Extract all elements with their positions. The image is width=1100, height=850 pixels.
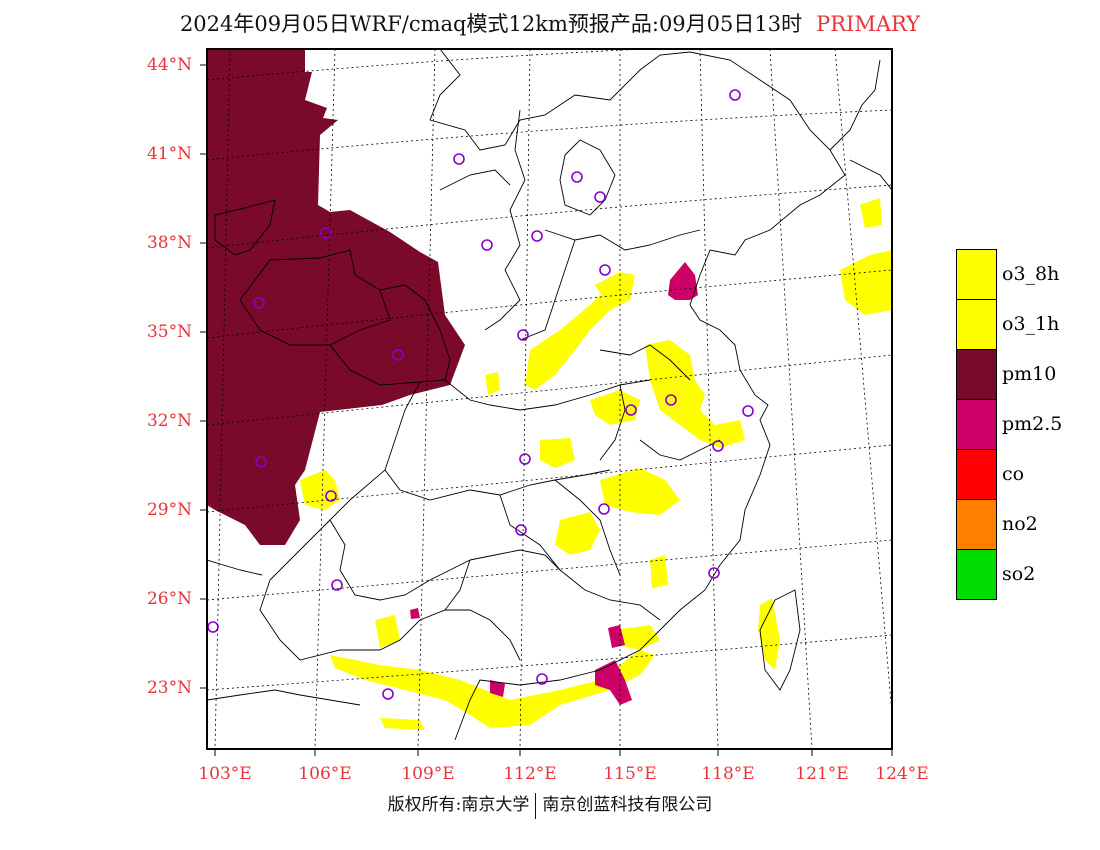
lat-label: 35°N bbox=[146, 322, 192, 342]
pm10-region bbox=[207, 49, 465, 545]
lat-label: 41°N bbox=[146, 144, 192, 164]
legend-swatch bbox=[956, 399, 997, 450]
title-tag: PRIMARY bbox=[816, 12, 921, 36]
lat-label: 26°N bbox=[146, 589, 192, 609]
legend-item: so2 bbox=[956, 549, 1096, 600]
legend-swatch bbox=[956, 549, 997, 600]
lon-label: 118°E bbox=[701, 764, 755, 784]
lat-label: 44°N bbox=[146, 55, 192, 75]
graticule bbox=[207, 49, 892, 749]
pm25-regions bbox=[410, 262, 698, 705]
legend-item: o3_1h bbox=[956, 299, 1096, 350]
lon-label: 106°E bbox=[298, 764, 352, 784]
credit-separator bbox=[535, 792, 537, 819]
legend-label: no2 bbox=[1002, 513, 1038, 535]
lon-label: 121°E bbox=[795, 764, 849, 784]
lat-label: 23°N bbox=[146, 678, 192, 698]
lon-label: 115°E bbox=[603, 764, 657, 784]
legend-swatch bbox=[956, 249, 997, 300]
title-main: 2024年09月05日WRF/cmaq模式12km预报产品:09月05日13时 bbox=[179, 12, 803, 36]
legend-label: pm2.5 bbox=[1002, 413, 1063, 435]
credit-right: 南京创蓝科技有限公司 bbox=[542, 795, 713, 815]
legend-swatch bbox=[956, 299, 997, 350]
lat-label: 32°N bbox=[146, 411, 192, 431]
map-title: 2024年09月05日WRF/cmaq模式12km预报产品:09月05日13时 P… bbox=[0, 8, 1100, 38]
legend-item: pm10 bbox=[956, 349, 1096, 400]
tick-marks bbox=[200, 64, 893, 756]
legend-item: no2 bbox=[956, 499, 1096, 550]
copyright-credit: 版权所有:南京大学 南京创蓝科技有限公司 bbox=[0, 790, 1100, 819]
legend-swatch bbox=[956, 499, 997, 550]
legend-item: o3_8h bbox=[956, 249, 1096, 300]
lat-label: 38°N bbox=[146, 233, 192, 253]
credit-left: 版权所有:南京大学 bbox=[387, 795, 530, 815]
lat-label: 29°N bbox=[146, 500, 192, 520]
lon-label: 109°E bbox=[401, 764, 455, 784]
legend-label: pm10 bbox=[1002, 363, 1057, 385]
legend-item: pm2.5 bbox=[956, 399, 1096, 450]
legend-label: co bbox=[1002, 463, 1025, 485]
legend-label: so2 bbox=[1002, 563, 1036, 585]
legend-label: o3_1h bbox=[1002, 313, 1060, 335]
legend-item: co bbox=[956, 449, 1096, 500]
lon-label: 124°E bbox=[875, 764, 929, 784]
legend-swatch bbox=[956, 449, 997, 500]
lon-label: 112°E bbox=[503, 764, 557, 784]
lon-label: 103°E bbox=[198, 764, 252, 784]
legend-label: o3_8h bbox=[1002, 263, 1060, 285]
legend: o3_8h o3_1h pm10 pm2.5 co no2 so2 bbox=[956, 249, 1096, 600]
map-frame bbox=[206, 48, 893, 750]
pm10-island bbox=[225, 270, 240, 285]
legend-swatch bbox=[956, 349, 997, 400]
